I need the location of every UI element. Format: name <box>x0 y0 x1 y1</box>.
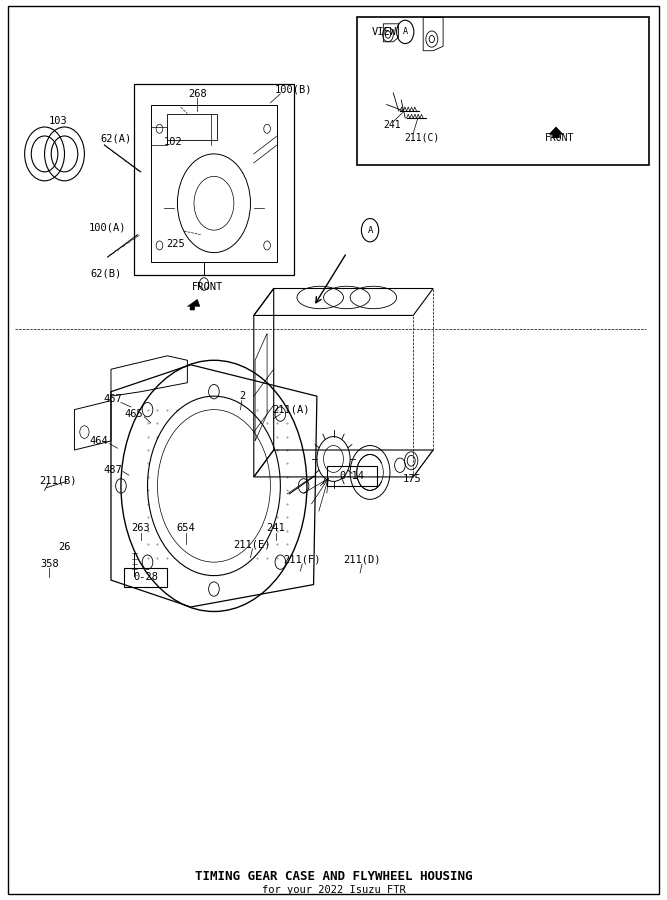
Text: 0-28: 0-28 <box>133 572 159 582</box>
Bar <box>134 84 293 275</box>
Text: 465: 465 <box>125 410 143 419</box>
Text: A: A <box>368 226 373 235</box>
Text: 211(D): 211(D) <box>344 554 381 564</box>
Bar <box>167 113 217 140</box>
Text: 263: 263 <box>131 523 150 533</box>
Polygon shape <box>187 300 200 310</box>
Text: 358: 358 <box>40 559 59 569</box>
Text: 62(A): 62(A) <box>100 134 131 144</box>
Text: 100(B): 100(B) <box>275 85 312 94</box>
Text: 102: 102 <box>163 138 182 148</box>
Bar <box>327 466 377 486</box>
Text: 0-14: 0-14 <box>339 471 364 481</box>
Text: 211(E): 211(E) <box>233 539 271 549</box>
Polygon shape <box>550 127 563 138</box>
Text: for your 2022 Isuzu FTR: for your 2022 Isuzu FTR <box>261 885 406 895</box>
Text: 467: 467 <box>103 394 122 404</box>
Text: 225: 225 <box>166 238 185 248</box>
Text: A: A <box>403 27 408 36</box>
Text: FRONT: FRONT <box>545 133 574 143</box>
Text: 103: 103 <box>49 116 67 126</box>
Text: 487: 487 <box>103 464 122 474</box>
Bar <box>124 568 167 588</box>
Text: 211(B): 211(B) <box>39 475 77 485</box>
Text: 211(A): 211(A) <box>272 405 309 415</box>
Text: 654: 654 <box>177 523 195 533</box>
Text: 211(C): 211(C) <box>405 133 440 143</box>
Text: 268: 268 <box>188 89 207 99</box>
Bar <box>151 127 167 145</box>
Text: 2: 2 <box>239 392 245 401</box>
Bar <box>357 16 649 165</box>
Text: TIMING GEAR CASE AND FLYWHEEL HOUSING: TIMING GEAR CASE AND FLYWHEEL HOUSING <box>195 869 472 883</box>
Text: VIEW: VIEW <box>372 27 397 37</box>
Text: 211(F): 211(F) <box>283 554 321 564</box>
Text: 26: 26 <box>58 542 71 552</box>
Text: 464: 464 <box>89 436 109 446</box>
Text: 62(B): 62(B) <box>90 268 121 278</box>
Text: 241: 241 <box>266 523 285 533</box>
Text: FRONT: FRONT <box>191 282 223 292</box>
Text: 100(A): 100(A) <box>89 222 127 232</box>
Text: 241: 241 <box>384 121 401 130</box>
Text: 175: 175 <box>402 473 422 483</box>
